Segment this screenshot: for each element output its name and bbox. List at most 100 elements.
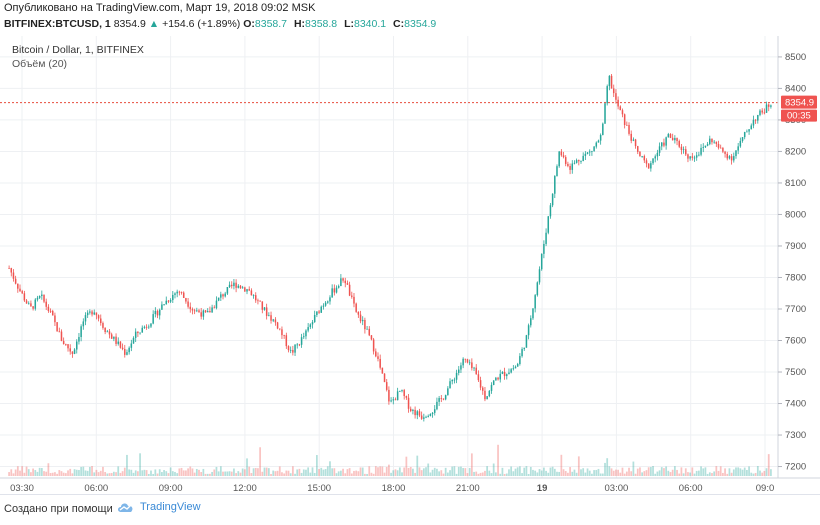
- volume-bar: [305, 469, 307, 476]
- candle-body: [178, 291, 181, 293]
- candle-body: [449, 381, 451, 389]
- tradingview-cloud-icon: [118, 503, 133, 512]
- candle-body: [110, 334, 113, 339]
- candle-body: [298, 344, 301, 346]
- candle-body: [558, 151, 560, 167]
- volume-bar: [346, 469, 349, 476]
- candle-body: [206, 310, 209, 313]
- time-tick-label: 21:00: [456, 483, 480, 494]
- volume-bar: [464, 468, 467, 476]
- candlestick-chart[interactable]: 8500840083008200810080007900780077007600…: [0, 36, 820, 494]
- candle-body: [663, 142, 665, 146]
- volume-bar: [259, 447, 261, 476]
- time-axis[interactable]: 03:30 06:00 09:00 12:00 15:00 18:00 21:00 19 03:…: [10, 483, 774, 494]
- volume-bar: [595, 469, 598, 476]
- volume-bar: [331, 468, 334, 476]
- candle-body: [512, 368, 515, 370]
- candle-body: [309, 324, 312, 328]
- candle-body: [276, 322, 279, 329]
- candle-body: [682, 149, 685, 151]
- candle-body: [152, 314, 154, 324]
- volume-bar: [580, 469, 582, 476]
- candle-body: [700, 147, 702, 155]
- candle-body: [230, 284, 233, 287]
- candle-body: [294, 344, 296, 353]
- candle-body: [503, 371, 506, 377]
- candle-body: [167, 300, 170, 302]
- candle-body: [182, 292, 185, 299]
- candle-body: [139, 332, 141, 334]
- volume-bar: [60, 471, 63, 476]
- candle-body: [726, 153, 729, 159]
- candle-body: [741, 137, 744, 141]
- volume-bar: [615, 469, 617, 476]
- price-tick-label: 7200: [785, 462, 806, 473]
- candle-body: [224, 293, 226, 297]
- volume-bar: [525, 466, 528, 476]
- volume-bar: [591, 473, 593, 476]
- candle-body: [228, 284, 231, 288]
- volume-bar: [407, 467, 410, 476]
- volume-bar: [770, 469, 772, 476]
- volume-bar: [206, 473, 209, 476]
- candle-body: [407, 397, 410, 409]
- candle-body: [102, 323, 104, 328]
- volume-bar: [67, 470, 69, 476]
- volume-bar: [759, 470, 761, 476]
- volume-bar: [16, 466, 19, 476]
- candle-body: [128, 347, 130, 353]
- candle-body: [597, 140, 600, 143]
- candle-body: [593, 146, 595, 151]
- volume-bar: [283, 473, 286, 476]
- candle-body: [233, 282, 235, 287]
- volume-bar: [499, 473, 502, 476]
- volume-bar: [248, 466, 251, 476]
- volume-bar: [47, 463, 50, 476]
- candle-body: [285, 335, 288, 347]
- time-tick-label: 06:00: [84, 483, 108, 494]
- candle-body: [313, 314, 316, 323]
- candle-body: [436, 401, 438, 410]
- candle-body: [58, 331, 61, 333]
- volume-bar: [505, 473, 508, 476]
- candle-body: [689, 156, 691, 159]
- candle-body: [239, 285, 242, 289]
- volume-bar: [543, 467, 545, 476]
- candle-body: [10, 268, 13, 273]
- volume-bar: [21, 466, 24, 476]
- volume-bar: [185, 470, 187, 476]
- volume-bar: [687, 472, 689, 476]
- volume-bar: [390, 472, 392, 476]
- volume-bar: [141, 470, 144, 476]
- volume-bar: [209, 473, 211, 476]
- candle-body: [281, 329, 283, 336]
- candle-body: [241, 287, 244, 289]
- candle-body: [259, 300, 261, 302]
- candle-body: [687, 154, 689, 159]
- candle-body: [643, 156, 646, 161]
- candle-body: [204, 310, 207, 313]
- candle-body: [372, 339, 375, 352]
- legend-title: Bitcoin / Dollar, 1, BITFINEX: [12, 44, 144, 56]
- candle-body: [25, 300, 28, 304]
- volume-bar: [289, 473, 292, 476]
- volume-bar: [379, 466, 382, 476]
- volume-bar: [123, 467, 126, 476]
- tradingview-link[interactable]: TradingView: [116, 500, 201, 514]
- volume-bar: [722, 472, 724, 476]
- candle-body: [551, 193, 554, 206]
- volume-bar: [645, 470, 648, 476]
- volume-bar: [285, 470, 288, 476]
- volume-bar: [617, 469, 619, 476]
- volume-bar: [748, 466, 750, 476]
- volume-bar: [130, 469, 133, 476]
- candle-body: [51, 310, 54, 316]
- chart-area[interactable]: 8500840083008200810080007900780077007600…: [0, 36, 820, 494]
- candle-body: [661, 142, 663, 147]
- volume-bar: [610, 468, 613, 476]
- candle-body: [556, 166, 558, 177]
- candle-body: [222, 294, 224, 297]
- volume-bar: [508, 469, 510, 476]
- volume-bar: [368, 466, 371, 476]
- price-tick-label: 7600: [785, 336, 806, 347]
